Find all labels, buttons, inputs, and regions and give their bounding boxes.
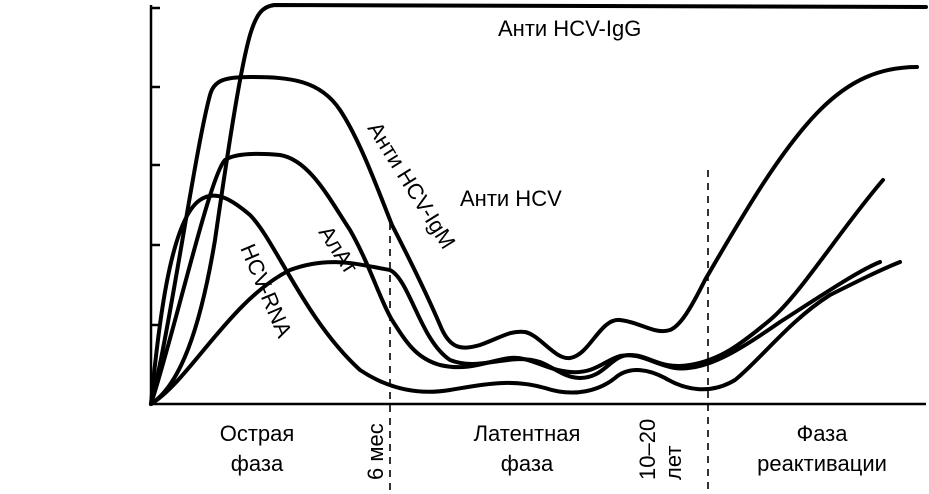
- anti-hcv-label: Анти HCV: [460, 186, 562, 211]
- latent-phase-label-line1: Латентная: [474, 421, 581, 446]
- acute-phase-label-line2: фаза: [231, 451, 284, 476]
- six-month-marker: 6 мес: [363, 423, 388, 480]
- hcv-rna-label: HCV-RNA: [235, 240, 297, 341]
- alat-curve: [149, 151, 882, 406]
- alat-label: АлАт: [314, 221, 363, 278]
- reactivation-phase-label-line1: Фаза: [796, 421, 848, 446]
- years-marker-line1: 10–20: [635, 419, 660, 480]
- acute-phase-label-line1: Острая: [220, 421, 295, 446]
- anti-hcv-igg-curve: [149, 3, 928, 406]
- anti-hcv-igg-label: Анти HCV-IgG: [498, 16, 641, 41]
- hcv-rna-curve: [149, 193, 902, 406]
- reactivation-phase-label-line2: реактивации: [757, 451, 887, 476]
- anti-hcv-igm-curve: [149, 65, 919, 406]
- latent-phase-label-line2: фаза: [501, 451, 554, 476]
- years-marker-line2: лет: [661, 446, 686, 480]
